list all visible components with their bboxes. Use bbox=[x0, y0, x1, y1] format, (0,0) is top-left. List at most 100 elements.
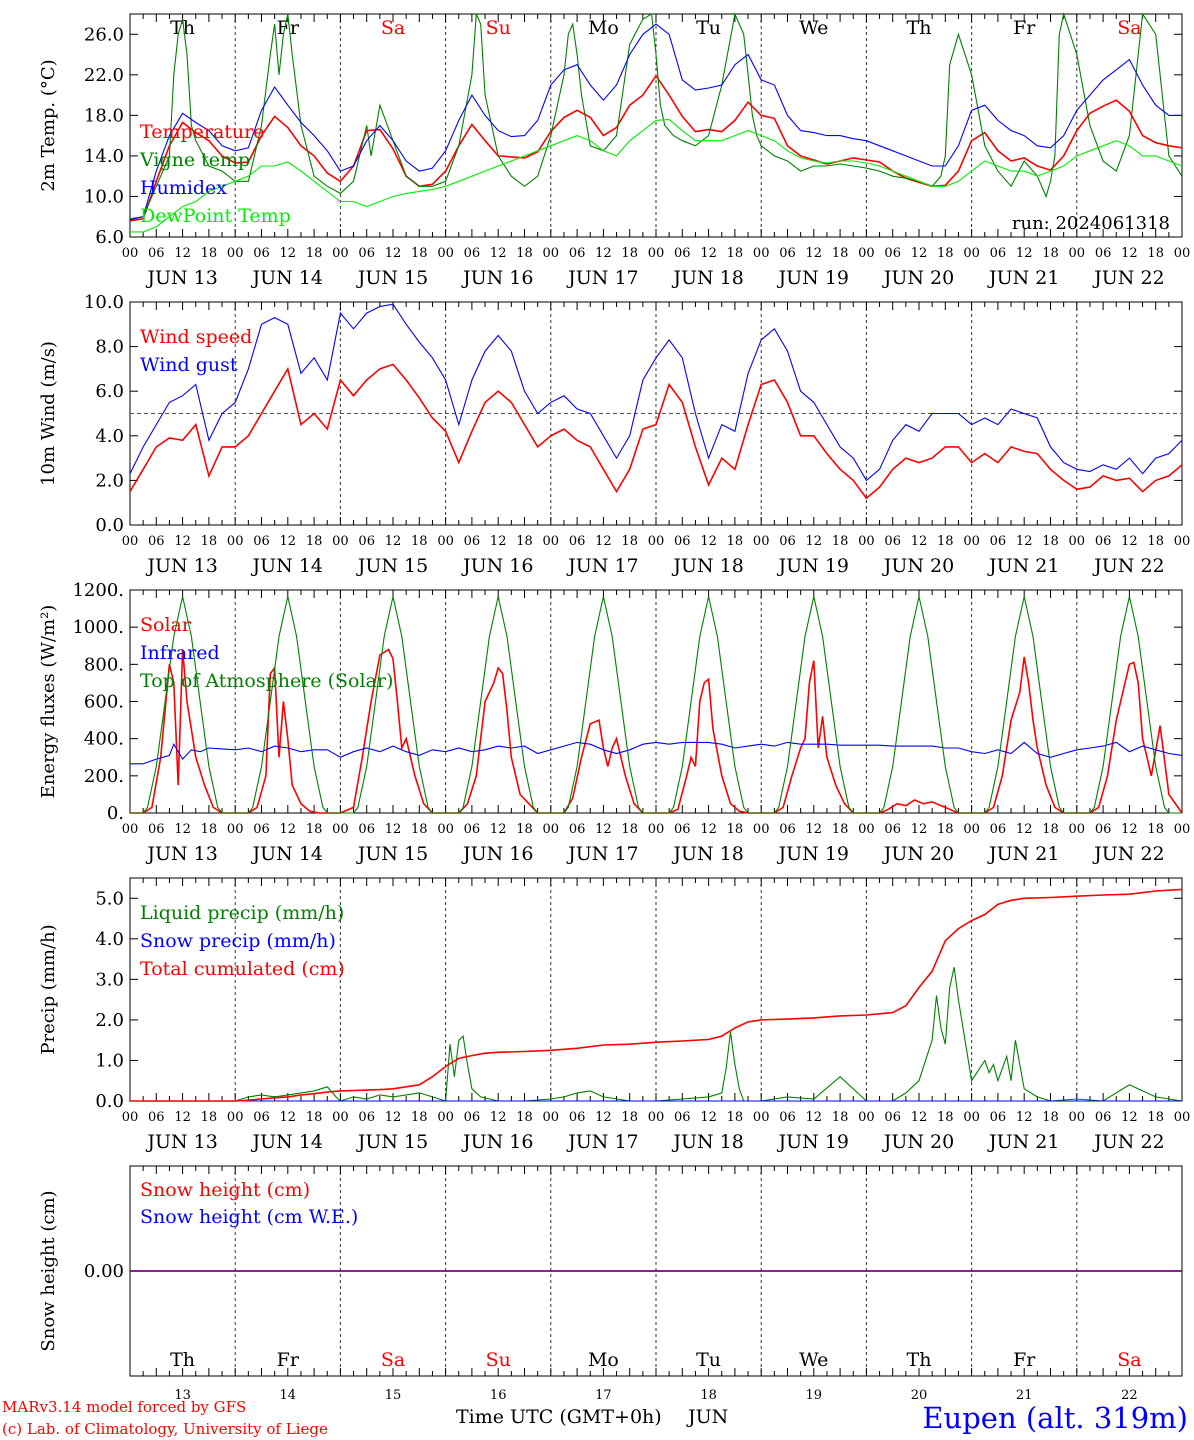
weekday-label: Mo bbox=[588, 1349, 619, 1371]
series-line-2-1 bbox=[130, 741, 1183, 765]
series-line-0-3 bbox=[130, 118, 1183, 233]
hour-label: 06 bbox=[569, 1110, 586, 1125]
hour-label: 00 bbox=[1069, 534, 1086, 549]
hour-label: 06 bbox=[674, 1110, 691, 1125]
hour-label: 06 bbox=[464, 246, 481, 261]
hour-label: 12 bbox=[280, 822, 297, 837]
y-tick-label: 800. bbox=[84, 654, 124, 675]
hour-label: 18 bbox=[937, 534, 954, 549]
hour-label: 00 bbox=[858, 1110, 875, 1125]
hour-label: 18 bbox=[832, 534, 849, 549]
hour-label: 06 bbox=[779, 246, 796, 261]
y-axis-label: 2m Temp. (°C) bbox=[38, 59, 59, 191]
date-label: JUN 21 bbox=[987, 1131, 1059, 1153]
day-number: 13 bbox=[174, 1388, 191, 1403]
legend-entry: DewPoint Temp bbox=[140, 205, 291, 227]
date-label: JUN 13 bbox=[145, 1131, 217, 1153]
hour-label: 00 bbox=[753, 822, 770, 837]
hour-label: 18 bbox=[1147, 822, 1164, 837]
hour-label: 00 bbox=[227, 246, 244, 261]
date-label: JUN 18 bbox=[671, 267, 743, 289]
hour-label: 12 bbox=[280, 1110, 297, 1125]
date-label: JUN 20 bbox=[882, 1131, 954, 1153]
date-label: JUN 17 bbox=[566, 555, 638, 577]
weekday-label: Fr bbox=[1013, 1349, 1036, 1371]
hour-label: 18 bbox=[201, 822, 218, 837]
date-label: JUN 17 bbox=[566, 1131, 638, 1153]
date-label: JUN 13 bbox=[145, 555, 217, 577]
hour-label: 12 bbox=[1121, 246, 1138, 261]
hour-label: 12 bbox=[490, 1110, 507, 1125]
weekday-label: Th bbox=[907, 1349, 932, 1371]
hour-label: 12 bbox=[700, 246, 717, 261]
hour-label: 18 bbox=[306, 246, 323, 261]
hour-label: 18 bbox=[1042, 534, 1059, 549]
series-line-2-2 bbox=[130, 596, 1182, 814]
date-label: JUN 14 bbox=[251, 1131, 323, 1153]
hour-label: 00 bbox=[1174, 1110, 1191, 1125]
hour-label: 12 bbox=[490, 246, 507, 261]
y-tick-label: 14.0 bbox=[84, 146, 124, 167]
hour-label: 12 bbox=[700, 1110, 717, 1125]
hour-label: 12 bbox=[174, 1110, 191, 1125]
hour-label: 00 bbox=[963, 1110, 980, 1125]
date-label: JUN 20 bbox=[882, 555, 954, 577]
hour-label: 12 bbox=[911, 534, 928, 549]
hour-label: 06 bbox=[253, 1110, 270, 1125]
series-line-0-1 bbox=[129, 11, 1183, 220]
hour-label: 00 bbox=[1174, 822, 1191, 837]
weekday-label: Sa bbox=[1117, 17, 1141, 39]
hour-label: 06 bbox=[253, 534, 270, 549]
hour-label: 06 bbox=[253, 246, 270, 261]
legend-entry: Total cumulated (cm) bbox=[140, 958, 345, 980]
date-label: JUN 21 bbox=[987, 267, 1059, 289]
date-label: JUN 16 bbox=[461, 555, 533, 577]
y-tick-label: 6.0 bbox=[95, 381, 124, 402]
legend-entry: Wind gust bbox=[140, 354, 238, 376]
y-axis-label: Precip (mm/h) bbox=[38, 924, 59, 1054]
panel-frame bbox=[129, 13, 1183, 238]
hour-label: 12 bbox=[595, 246, 612, 261]
y-tick-label: 10.0 bbox=[84, 186, 124, 207]
hour-label: 00 bbox=[437, 822, 454, 837]
hour-label: 06 bbox=[358, 534, 375, 549]
hour-label: 18 bbox=[516, 246, 533, 261]
hour-label: 00 bbox=[963, 246, 980, 261]
y-tick-label: 0.0 bbox=[95, 515, 124, 536]
hour-label: 12 bbox=[1121, 822, 1138, 837]
y-tick-label: 10.0 bbox=[84, 292, 124, 313]
day-number: 22 bbox=[1121, 1388, 1138, 1403]
hour-label: 06 bbox=[674, 246, 691, 261]
hour-label: 06 bbox=[779, 534, 796, 549]
date-label: JUN 16 bbox=[461, 843, 533, 865]
date-label: JUN 15 bbox=[356, 555, 428, 577]
date-label: JUN 14 bbox=[251, 555, 323, 577]
weekday-label: We bbox=[799, 1349, 828, 1371]
series-line-1-1 bbox=[129, 303, 1183, 482]
hour-label: 06 bbox=[569, 246, 586, 261]
hour-label: 18 bbox=[516, 1110, 533, 1125]
day-number: 14 bbox=[280, 1388, 297, 1403]
hour-label: 18 bbox=[621, 1110, 638, 1125]
hour-label: 18 bbox=[1042, 246, 1059, 261]
y-tick-label: 0.0 bbox=[95, 1091, 124, 1112]
weekday-label: Fr bbox=[277, 17, 300, 39]
hour-label: 00 bbox=[332, 534, 349, 549]
hour-label: 18 bbox=[937, 822, 954, 837]
series-line-0-2 bbox=[129, 23, 1182, 221]
hour-label: 12 bbox=[911, 822, 928, 837]
hour-label: 12 bbox=[700, 822, 717, 837]
hour-label: 06 bbox=[990, 1110, 1007, 1125]
hour-label: 06 bbox=[464, 822, 481, 837]
hour-label: 00 bbox=[543, 246, 560, 261]
hour-label: 18 bbox=[727, 534, 744, 549]
date-label: JUN 17 bbox=[566, 843, 638, 865]
hour-label: 00 bbox=[122, 1110, 139, 1125]
date-label: JUN 22 bbox=[1092, 843, 1164, 865]
hour-label: 06 bbox=[779, 822, 796, 837]
y-tick-label: 22.0 bbox=[84, 65, 124, 86]
legend-entry: Snow height (cm) bbox=[140, 1179, 310, 1201]
hour-label: 00 bbox=[753, 534, 770, 549]
hour-label: 06 bbox=[990, 822, 1007, 837]
